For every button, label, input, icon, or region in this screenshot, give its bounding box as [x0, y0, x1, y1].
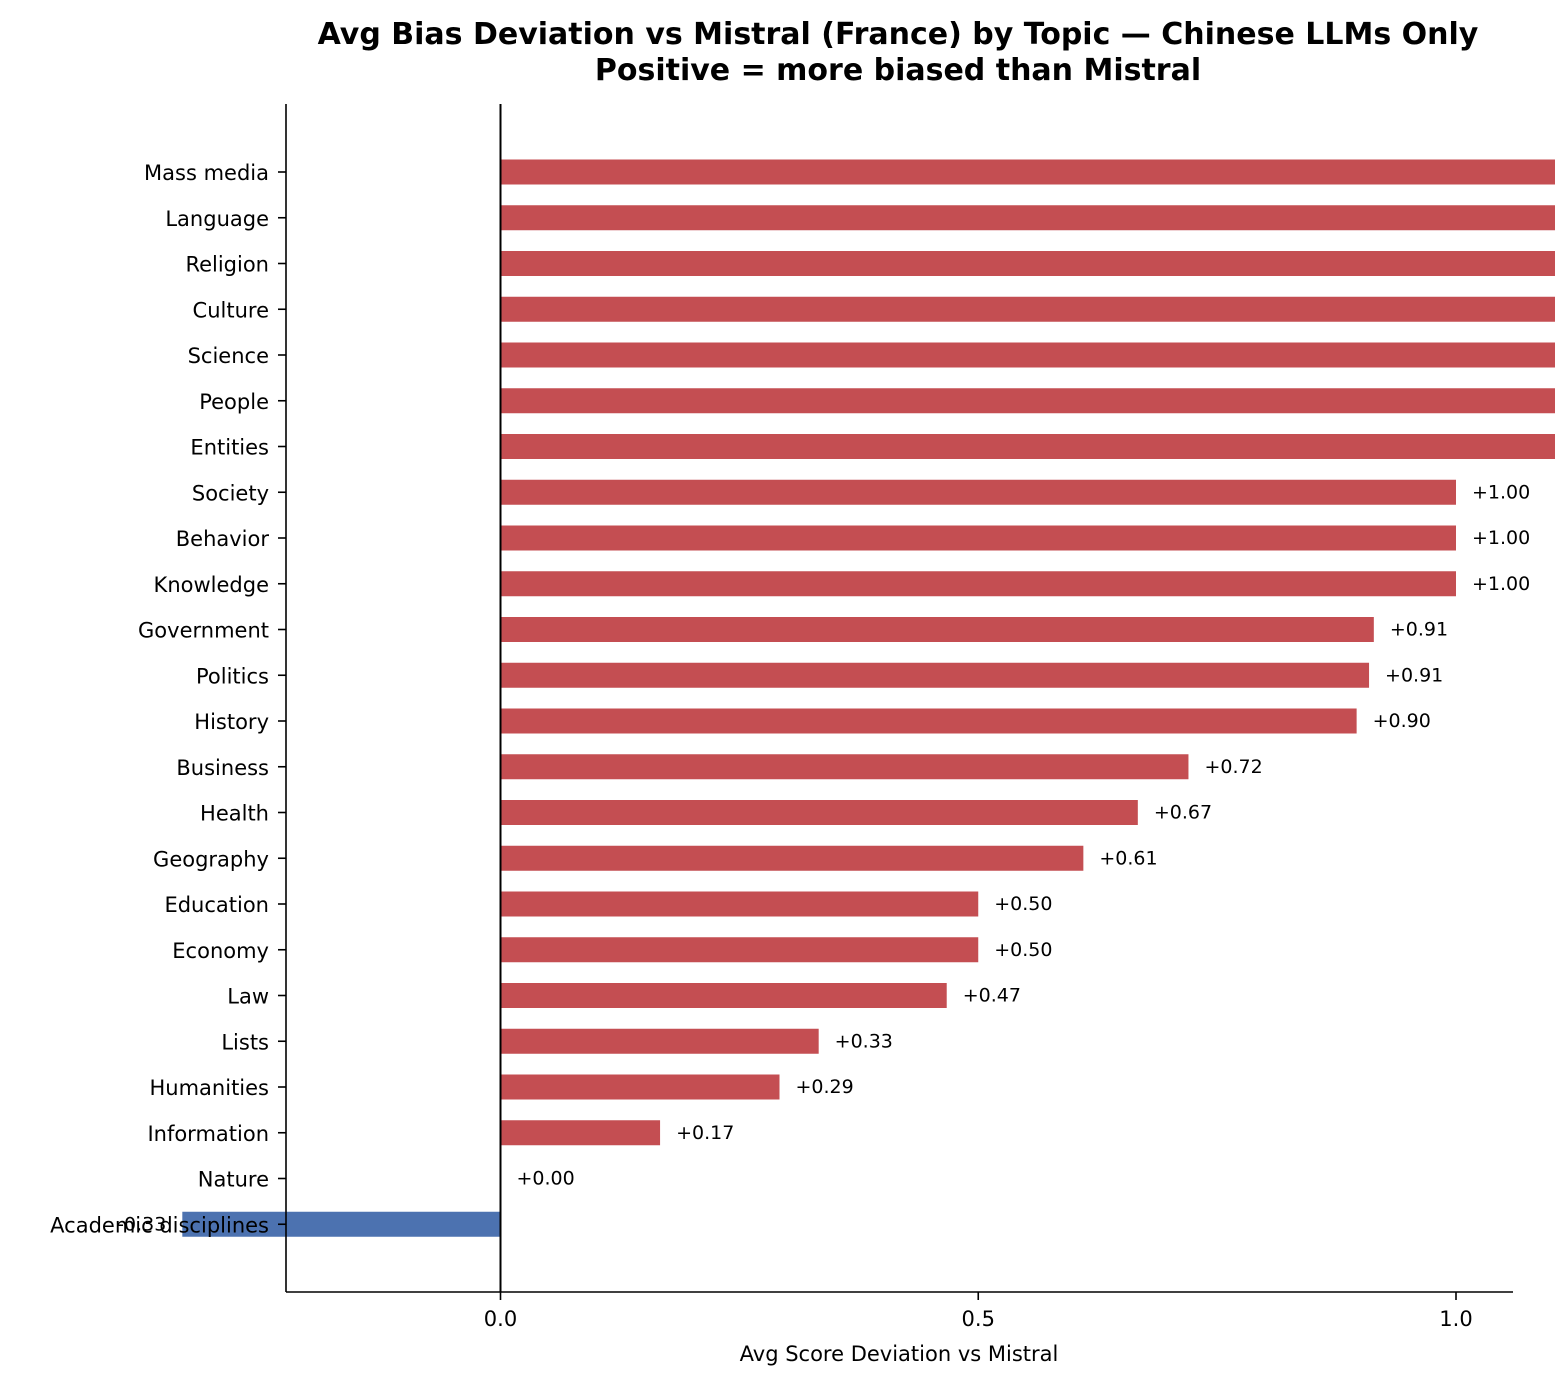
data-label: +0.17 — [676, 1122, 734, 1144]
category-label: Economy — [172, 939, 269, 963]
category-label: Humanities — [150, 1076, 270, 1100]
category-label: Knowledge — [154, 573, 269, 597]
category-label: Science — [188, 344, 269, 368]
category-label: History — [194, 710, 269, 734]
bar-government — [500, 617, 1374, 642]
data-label: +1.00 — [1472, 527, 1530, 549]
category-label: Information — [147, 1122, 269, 1146]
x-axis-label: Avg Score Deviation vs Mistral — [740, 1342, 1059, 1366]
category-label: Geography — [153, 847, 269, 871]
data-label: +1.00 — [1472, 481, 1530, 503]
bar-geography — [500, 845, 1084, 871]
category-label: Academic disciplines — [50, 1213, 269, 1237]
category-label: Society — [192, 481, 269, 505]
x-ticks-group: 0.00.51.01.52.0 — [484, 1292, 1473, 1331]
data-label: +0.50 — [994, 939, 1052, 961]
category-label: Culture — [193, 298, 269, 322]
bar-business — [500, 754, 1189, 780]
data-label: +0.67 — [1154, 802, 1212, 824]
category-label: Behavior — [176, 527, 270, 551]
chart-title: Avg Bias Deviation vs Mistral (France) b… — [318, 17, 1479, 52]
bar-science — [500, 342, 1555, 368]
data-label: +0.29 — [796, 1076, 854, 1098]
category-label: Religion — [185, 253, 269, 277]
category-label: Law — [227, 985, 269, 1009]
data-label: +0.91 — [1385, 664, 1443, 686]
bar-law — [500, 983, 947, 1008]
data-label: +0.90 — [1373, 710, 1431, 732]
bars-group — [182, 159, 1555, 1237]
x-tick-label: 0.5 — [962, 1307, 995, 1331]
category-label: Mass media — [144, 161, 269, 185]
data-label: +0.47 — [963, 985, 1021, 1007]
bar-religion — [500, 251, 1555, 276]
bar-economy — [500, 937, 979, 963]
category-label: Health — [200, 802, 269, 826]
category-label: Language — [165, 207, 269, 231]
bar-academic-disciplines — [182, 1211, 501, 1237]
data-label: +0.72 — [1204, 756, 1262, 778]
bar-people — [500, 388, 1555, 414]
category-label: Nature — [198, 1168, 269, 1192]
category-label: Entities — [190, 436, 269, 460]
data-label: +0.50 — [994, 893, 1052, 915]
data-label: +1.00 — [1472, 573, 1530, 595]
bar-health — [500, 800, 1138, 825]
data-label: +0.61 — [1099, 847, 1157, 869]
data-label: +0.33 — [835, 1030, 893, 1052]
category-label: People — [199, 390, 269, 414]
bar-entities — [500, 434, 1555, 459]
bar-language — [500, 205, 1555, 231]
category-label: Politics — [196, 664, 269, 688]
data-label: -0.33 — [117, 1213, 166, 1235]
bar-behavior — [500, 525, 1456, 551]
x-tick-label: 0.0 — [484, 1307, 517, 1331]
bar-culture — [500, 296, 1555, 322]
data-label: +0.00 — [517, 1168, 575, 1190]
x-tick-label: 1.0 — [1439, 1307, 1472, 1331]
category-label: Education — [164, 893, 269, 917]
bar-politics — [500, 662, 1370, 688]
bar-humanities — [500, 1074, 780, 1100]
data-label: +0.91 — [1390, 619, 1448, 641]
category-labels-group: Mass media Language Religion Culture Science… — [50, 161, 286, 1237]
bar-knowledge — [500, 571, 1456, 597]
data-labels-group: +2.00+2.00+1.67+1.56+1.33+1.26+1.22+1.00… — [117, 481, 1530, 1235]
category-label: Lists — [221, 1030, 269, 1054]
bar-education — [500, 891, 979, 917]
bar-mass-media — [500, 159, 1555, 185]
bar-lists — [500, 1028, 819, 1054]
bar-society — [500, 479, 1456, 505]
category-label: Business — [176, 756, 269, 780]
bar-information — [500, 1120, 661, 1146]
bar-history — [500, 708, 1357, 734]
chart-subtitle: Positive = more biased than Mistral — [595, 53, 1201, 88]
category-label: Government — [138, 619, 269, 643]
